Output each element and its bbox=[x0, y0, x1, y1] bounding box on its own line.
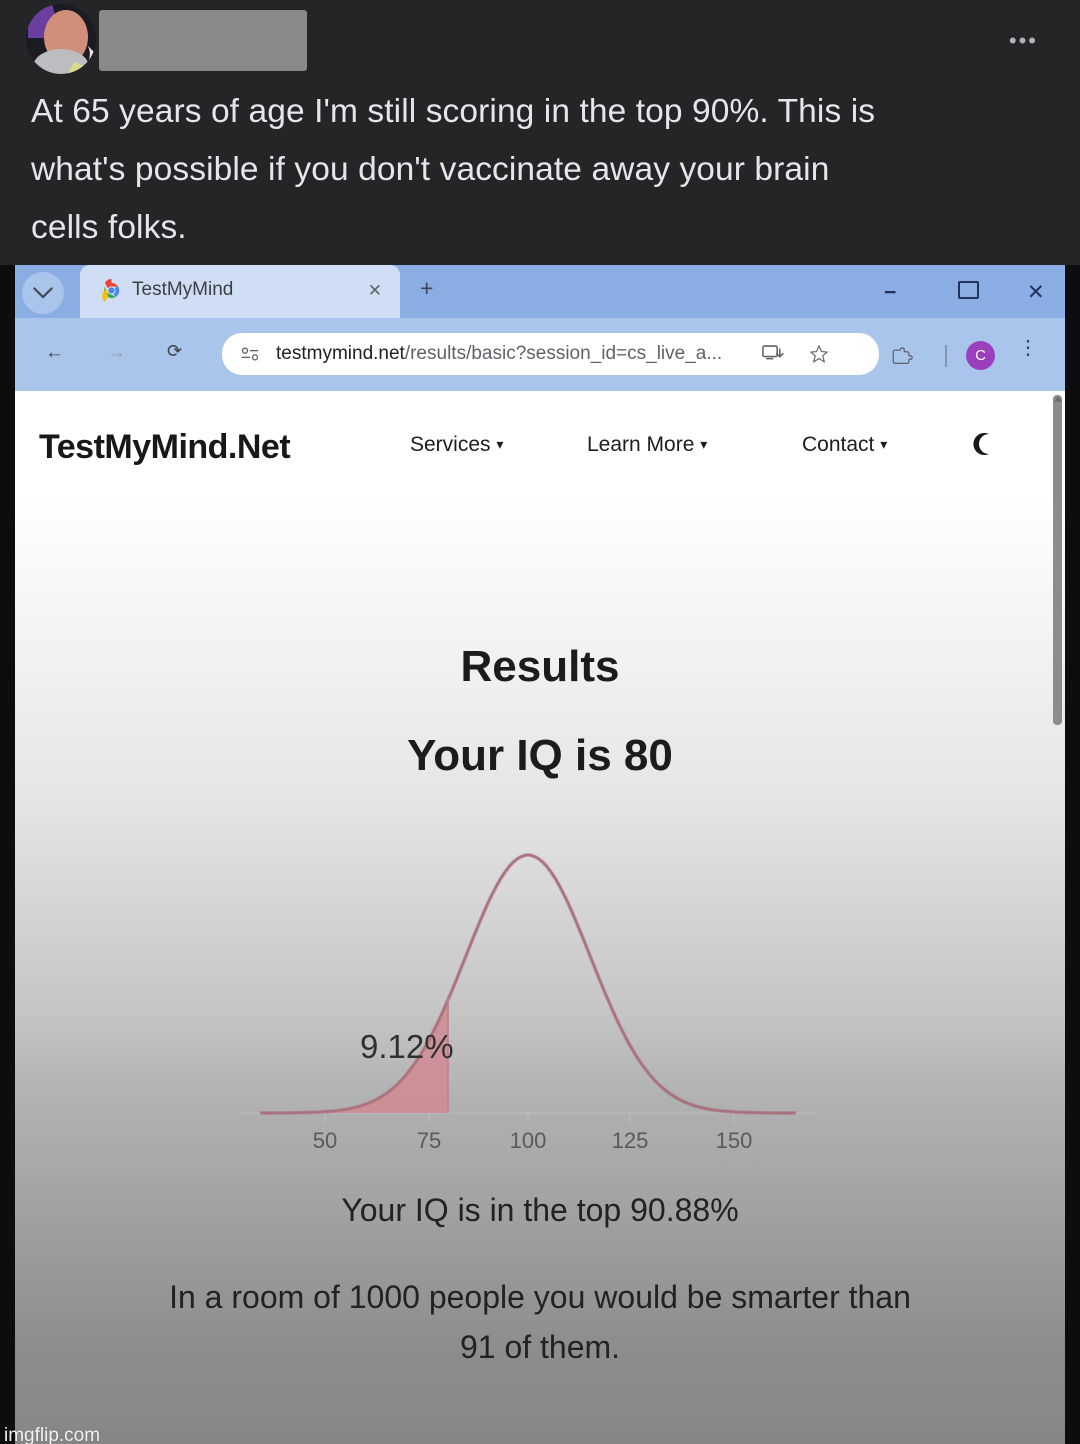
svg-text:75: 75 bbox=[417, 1128, 441, 1153]
svg-text:50: 50 bbox=[313, 1128, 337, 1153]
svg-text:9.12%: 9.12% bbox=[360, 1028, 454, 1065]
svg-text:125: 125 bbox=[612, 1128, 649, 1153]
svg-text:Highcharts.com: Highcharts.com bbox=[702, 1150, 813, 1167]
svg-text:100: 100 bbox=[510, 1128, 547, 1153]
